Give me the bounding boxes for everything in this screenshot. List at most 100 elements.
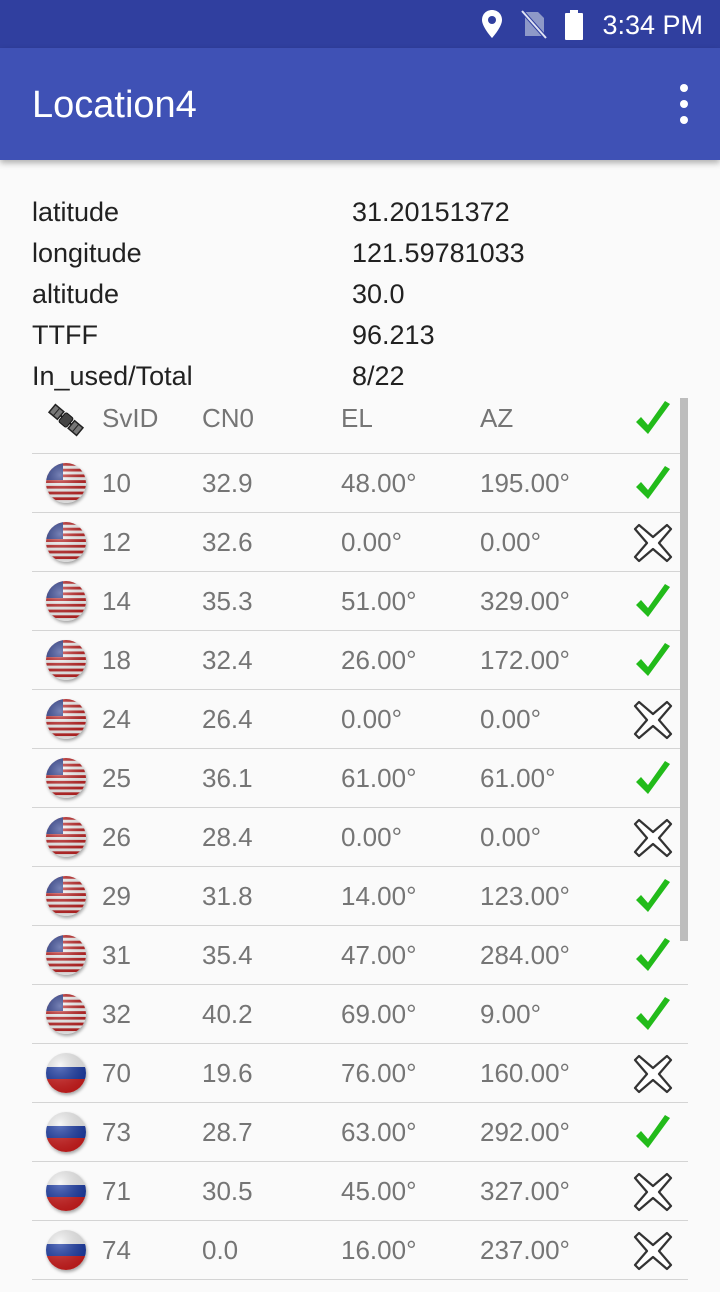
svid-cell: 70 bbox=[102, 1058, 131, 1088]
app-title: Location4 bbox=[32, 84, 197, 126]
table-row[interactable]: 25 36.1 61.00° 61.00° bbox=[32, 749, 688, 808]
el-cell: 14.00° bbox=[341, 881, 417, 911]
cn0-cell: 32.6 bbox=[202, 527, 253, 557]
table-row[interactable]: 18 32.4 26.00° 172.00° bbox=[32, 631, 688, 690]
el-cell: 0.00° bbox=[341, 527, 403, 557]
cn0-cell: 28.7 bbox=[202, 1117, 253, 1147]
info-value: 30.0 bbox=[352, 279, 405, 309]
el-cell: 63.00° bbox=[341, 1117, 417, 1147]
svid-cell: 14 bbox=[102, 586, 131, 616]
az-cell: 0.00° bbox=[480, 822, 542, 852]
us-flag-icon bbox=[46, 876, 88, 918]
svid-cell: 26 bbox=[102, 822, 131, 852]
svid-cell: 29 bbox=[102, 881, 131, 911]
table-row[interactable]: 10 32.9 48.00° 195.00° bbox=[32, 454, 688, 513]
info-label: In_used/Total bbox=[32, 361, 193, 391]
info-value: 96.213 bbox=[352, 320, 435, 350]
info-label: longitude bbox=[32, 238, 142, 268]
us-flag-icon bbox=[46, 817, 88, 859]
us-flag-icon bbox=[46, 699, 88, 741]
status-time: 3:34 PM bbox=[602, 10, 703, 40]
us-flag-icon bbox=[46, 463, 88, 505]
svid-cell: 71 bbox=[102, 1176, 131, 1206]
az-cell: 292.00° bbox=[480, 1117, 570, 1147]
check-icon bbox=[632, 935, 674, 977]
az-cell: 195.00° bbox=[480, 468, 570, 498]
cn0-cell: 32.9 bbox=[202, 468, 253, 498]
cross-icon bbox=[632, 1171, 674, 1213]
az-cell: 61.00° bbox=[480, 763, 556, 793]
satellite-icon bbox=[46, 400, 88, 442]
app-bar: Location4 bbox=[0, 48, 720, 160]
info-label: altitude bbox=[32, 279, 120, 309]
column-header-az: AZ bbox=[480, 403, 514, 433]
info-value: 8/22 bbox=[352, 361, 405, 391]
location-pin-icon bbox=[481, 9, 503, 44]
column-header-svid: SvID bbox=[102, 403, 159, 433]
table-row[interactable]: 31 35.4 47.00° 284.00° bbox=[32, 926, 688, 985]
ru-flag-icon bbox=[46, 1053, 88, 1095]
battery-icon bbox=[563, 9, 585, 46]
satellite-table[interactable]: SvID CN0 EL AZ 10 32.9 48.00° 195.00° 12 32.6… bbox=[32, 398, 688, 1280]
check-icon bbox=[632, 463, 674, 505]
ru-flag-icon bbox=[46, 1112, 88, 1154]
table-row[interactable]: 14 35.3 51.00° 329.00° bbox=[32, 572, 688, 631]
check-icon bbox=[632, 758, 674, 800]
table-row[interactable]: 73 28.7 63.00° 292.00° bbox=[32, 1103, 688, 1162]
check-icon bbox=[632, 1112, 674, 1154]
cross-icon bbox=[632, 699, 674, 741]
check-icon bbox=[632, 876, 674, 918]
cn0-cell: 40.2 bbox=[202, 999, 253, 1029]
check-icon bbox=[632, 581, 674, 623]
info-value: 121.59781033 bbox=[352, 238, 525, 268]
info-label: TTFF bbox=[32, 320, 98, 350]
table-header: SvID CN0 EL AZ bbox=[32, 398, 688, 454]
cross-icon bbox=[632, 1053, 674, 1095]
table-row[interactable]: 74 0.0 16.00° 237.00° bbox=[32, 1221, 688, 1280]
status-bar: 3:34 PM bbox=[0, 0, 720, 48]
az-cell: 160.00° bbox=[480, 1058, 570, 1088]
no-sim-icon bbox=[520, 9, 548, 44]
el-cell: 16.00° bbox=[341, 1235, 417, 1265]
check-icon bbox=[632, 640, 674, 682]
us-flag-icon bbox=[46, 581, 88, 623]
table-row[interactable]: 70 19.6 76.00° 160.00° bbox=[32, 1044, 688, 1103]
az-cell: 237.00° bbox=[480, 1235, 570, 1265]
el-cell: 61.00° bbox=[341, 763, 417, 793]
table-row[interactable]: 71 30.5 45.00° 327.00° bbox=[32, 1162, 688, 1221]
az-cell: 284.00° bbox=[480, 940, 570, 970]
info-row-latitude: latitude 31.20151372 bbox=[32, 192, 692, 233]
scrollbar[interactable] bbox=[680, 398, 688, 941]
info-row-altitude: altitude 30.0 bbox=[32, 274, 692, 315]
cn0-cell: 28.4 bbox=[202, 822, 253, 852]
cn0-cell: 19.6 bbox=[202, 1058, 253, 1088]
el-cell: 69.00° bbox=[341, 999, 417, 1029]
us-flag-icon bbox=[46, 935, 88, 977]
cn0-cell: 26.4 bbox=[202, 704, 253, 734]
el-cell: 45.00° bbox=[341, 1176, 417, 1206]
svid-cell: 73 bbox=[102, 1117, 131, 1147]
el-cell: 47.00° bbox=[341, 940, 417, 970]
el-cell: 48.00° bbox=[341, 468, 417, 498]
more-options-button[interactable] bbox=[674, 82, 694, 126]
info-row-in-used-total: In_used/Total 8/22 bbox=[32, 356, 692, 397]
table-row[interactable]: 24 26.4 0.00° 0.00° bbox=[32, 690, 688, 749]
cross-icon bbox=[632, 522, 674, 564]
table-row[interactable]: 26 28.4 0.00° 0.00° bbox=[32, 808, 688, 867]
svid-cell: 74 bbox=[102, 1235, 131, 1265]
svid-cell: 12 bbox=[102, 527, 131, 557]
table-row[interactable]: 12 32.6 0.00° 0.00° bbox=[32, 513, 688, 572]
el-cell: 0.00° bbox=[341, 822, 403, 852]
table-row[interactable]: 32 40.2 69.00° 9.00° bbox=[32, 985, 688, 1044]
cn0-cell: 30.5 bbox=[202, 1176, 253, 1206]
az-cell: 9.00° bbox=[480, 999, 542, 1029]
check-icon bbox=[632, 398, 674, 440]
cn0-cell: 32.4 bbox=[202, 645, 253, 675]
table-row[interactable]: 29 31.8 14.00° 123.00° bbox=[32, 867, 688, 926]
us-flag-icon bbox=[46, 640, 88, 682]
info-row-ttff: TTFF 96.213 bbox=[32, 315, 692, 356]
column-header-cn0: CN0 bbox=[202, 403, 255, 433]
cn0-cell: 36.1 bbox=[202, 763, 253, 793]
us-flag-icon bbox=[46, 994, 88, 1036]
az-cell: 123.00° bbox=[480, 881, 570, 911]
